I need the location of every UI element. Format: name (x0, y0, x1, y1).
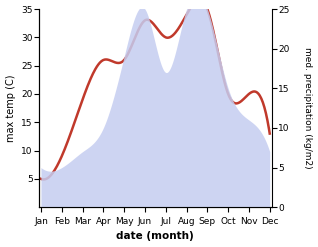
X-axis label: date (month): date (month) (116, 231, 194, 242)
Y-axis label: max temp (C): max temp (C) (5, 74, 16, 142)
Y-axis label: med. precipitation (kg/m2): med. precipitation (kg/m2) (303, 47, 313, 169)
